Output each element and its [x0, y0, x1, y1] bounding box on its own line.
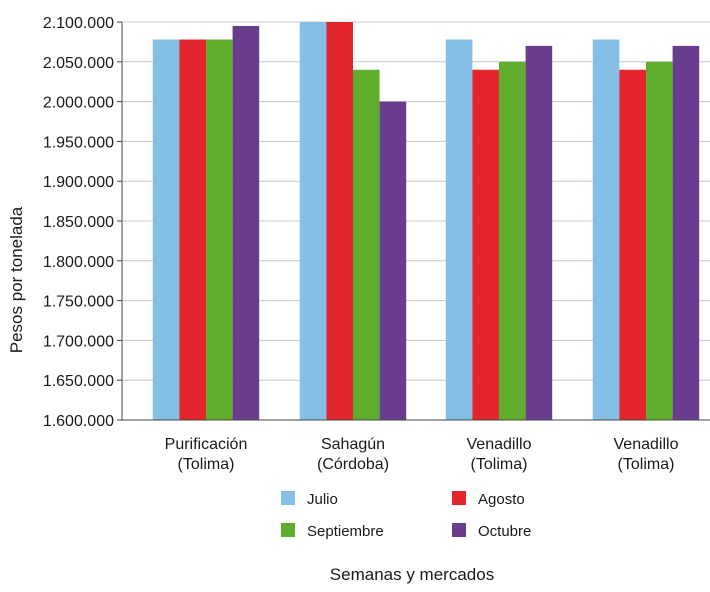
x-category-label: (Córdoba)	[317, 456, 389, 473]
bar-septiembre-1	[206, 39, 233, 421]
bar-octubre-3	[525, 45, 553, 420]
legend-label-julio: Julio	[307, 491, 338, 508]
x-category-label: (Tolima)	[471, 456, 528, 473]
y-tick-label: 1.650.000	[43, 373, 114, 390]
legend-label-octubre: Octubre	[478, 523, 531, 540]
y-tick-label: 1.750.000	[43, 294, 114, 311]
y-tick-labels: 1.600.000 1.650.000 1.700.000 1.750.000 1.80…	[43, 15, 114, 430]
y-tick-label: 2.000.000	[43, 95, 114, 112]
y-axis-title: Pesos por tonelada	[7, 206, 26, 353]
bar-agosto-3	[472, 69, 499, 420]
y-tick-label: 1.950.000	[43, 134, 114, 151]
bar-septiembre-2	[353, 69, 380, 420]
legend: Julio Agosto Septiembre Octubre	[281, 491, 531, 540]
legend-swatch-agosto	[452, 491, 466, 505]
bar-julio-2	[299, 22, 327, 420]
bar-julio-4	[592, 39, 620, 421]
y-tick-label: 1.850.000	[43, 214, 114, 231]
x-category-label: (Tolima)	[618, 456, 675, 473]
bar-julio-3	[445, 39, 473, 421]
bar-octubre-4	[672, 45, 700, 420]
y-tick-label: 1.900.000	[43, 174, 114, 191]
y-tick-label: 2.100.000	[43, 15, 114, 32]
y-tick-label: 2.050.000	[43, 55, 114, 72]
bar-septiembre-4	[646, 61, 673, 421]
x-category-label: Sahagún	[321, 436, 385, 453]
bar-agosto-2	[326, 22, 353, 420]
x-axis-title: Semanas y mercados	[330, 565, 494, 584]
legend-swatch-septiembre	[281, 523, 295, 537]
x-category-label: (Tolima)	[178, 456, 235, 473]
bar-agosto-1	[179, 39, 206, 421]
bar-agosto-4	[619, 69, 646, 420]
x-category-label: Venadillo	[614, 436, 679, 453]
legend-swatch-julio	[281, 491, 295, 505]
bar-octubre-1	[232, 25, 260, 420]
bar-julio-1	[152, 39, 180, 421]
legend-swatch-octubre	[452, 523, 466, 537]
x-category-label: Venadillo	[467, 436, 532, 453]
x-category-labels: Purificación (Tolima) Sahagún (Córdoba) Vena…	[165, 436, 679, 473]
y-tick-label: 1.700.000	[43, 333, 114, 350]
y-tick-label: 1.800.000	[43, 254, 114, 271]
axes	[117, 21, 710, 421]
legend-label-septiembre: Septiembre	[307, 523, 384, 540]
y-tick-label: 1.600.000	[43, 413, 114, 430]
legend-label-agosto: Agosto	[478, 491, 525, 508]
x-category-label: Purificación	[165, 436, 248, 453]
bars	[152, 22, 700, 421]
bar-octubre-2	[379, 101, 407, 420]
bar-septiembre-3	[499, 61, 526, 421]
